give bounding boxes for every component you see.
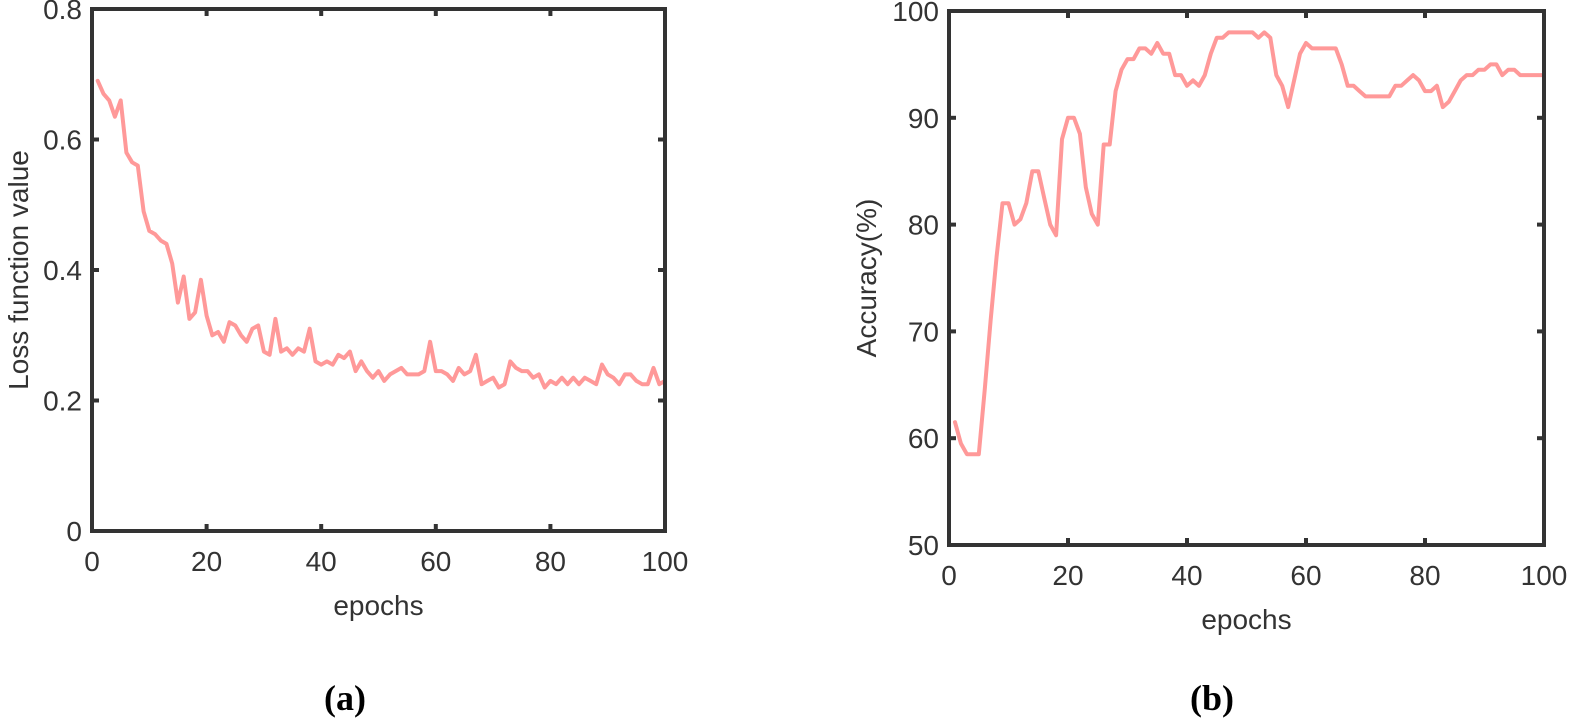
x-tick-label: 20 [1052,560,1083,591]
x-tick-label: 40 [306,546,337,577]
y-tick-label: 100 [892,0,939,27]
panel-b-tick-marks [947,9,1546,547]
y-tick-label: 50 [908,530,939,561]
panel-a-chart: 0 20 40 60 80 100 0 0.2 0.4 0.6 0.8 epochs Loss fu… [3,0,688,718]
x-tick-label: 100 [1521,560,1568,591]
panel-a-caption: (a) [324,678,366,718]
panel-a-tick-marks [90,7,667,533]
x-tick-label: 100 [642,546,689,577]
y-tick-label: 90 [908,103,939,134]
y-tick-label: 0.4 [43,255,82,286]
panel-a-x-axis-title: epochs [333,590,423,621]
y-tick-label: 0.2 [43,386,82,417]
loss-series-line [95,78,667,390]
x-tick-label: 60 [1290,560,1321,591]
y-tick-label: 0.6 [43,125,82,156]
panel-a-tick-labels: 0 20 40 60 80 100 0 0.2 0.4 0.6 0.8 [43,0,688,577]
x-tick-label: 0 [941,560,957,591]
accuracy-series-line [953,30,1546,457]
y-tick-label: 0.8 [43,0,82,25]
panel-b-plot-frame [947,9,1546,547]
x-tick-label: 0 [84,546,100,577]
panel-b-y-axis-title: Accuracy(%) [851,199,882,358]
panel-b-caption: (b) [1190,678,1234,718]
panel-b-tick-labels: 0 20 40 60 80 100 50 60 70 80 90 100 [892,0,1567,591]
panel-b-chart: 0 20 40 60 80 100 50 60 70 80 90 100 epochs Accurac… [851,0,1567,718]
panel-a-plot-frame [90,7,667,533]
x-tick-label: 60 [420,546,451,577]
panel-a-y-axis-title: Loss function value [3,150,34,390]
x-tick-label: 20 [191,546,222,577]
y-tick-label: 70 [908,316,939,347]
x-tick-label: 80 [535,546,566,577]
y-tick-label: 0 [66,516,82,547]
x-tick-label: 80 [1409,560,1440,591]
y-tick-label: 80 [908,210,939,241]
panel-b-x-axis-title: epochs [1201,604,1291,635]
x-tick-label: 40 [1171,560,1202,591]
y-tick-label: 60 [908,423,939,454]
